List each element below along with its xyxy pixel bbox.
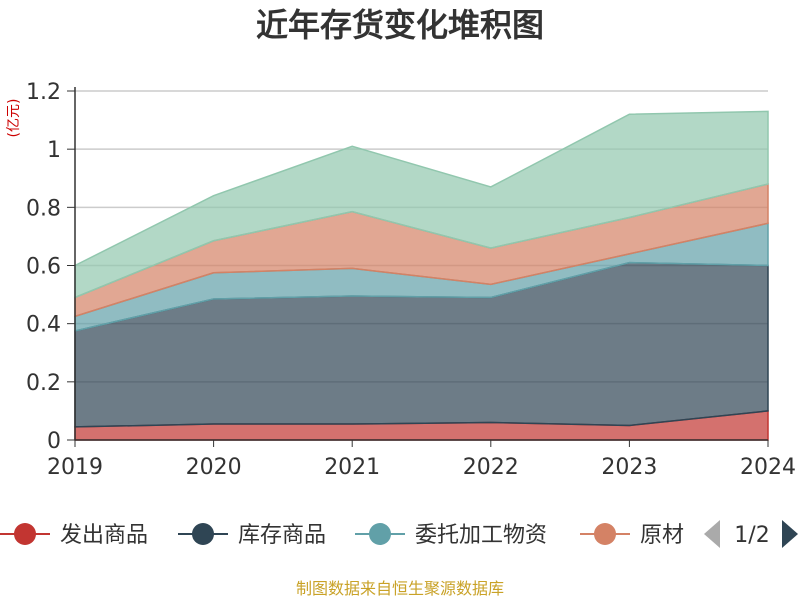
series-area xyxy=(74,110,769,299)
legend-label: 委托加工物资 xyxy=(415,523,547,548)
y-tick-label: 0.6 xyxy=(26,255,61,280)
legend-label: 库存商品 xyxy=(238,523,326,548)
y-tick-label: 0 xyxy=(47,429,61,454)
x-tick-label: 2019 xyxy=(47,455,103,480)
legend-item[interactable]: 发出商品 xyxy=(0,523,148,548)
y-tick-label: 1.2 xyxy=(26,80,61,105)
legend-next-icon[interactable] xyxy=(782,520,798,548)
legend-page-label: 1/2 xyxy=(734,523,769,548)
x-tick-label: 2022 xyxy=(463,455,519,480)
legend-marker xyxy=(14,523,36,545)
x-tick-label: 2020 xyxy=(186,455,242,480)
data-source: 制图数据来自恒生聚源数据库 xyxy=(296,579,504,598)
legend-marker xyxy=(192,523,214,545)
legend: 发出商品 库存商品 委托加工物资 原材 xyxy=(0,523,684,548)
legend-prev-icon[interactable] xyxy=(704,520,720,548)
legend-item[interactable]: 委托加工物资 xyxy=(355,523,547,548)
x-tick-label: 2023 xyxy=(601,455,657,480)
y-tick-label: 1 xyxy=(47,138,61,163)
y-tick-label: 0.4 xyxy=(26,313,61,338)
legend-items: 发出商品 库存商品 委托加工物资 原材 xyxy=(0,523,684,548)
legend-pager: 1/2 xyxy=(704,520,798,548)
y-tick-label: 0.2 xyxy=(26,371,61,396)
legend-item[interactable]: 库存商品 xyxy=(178,523,326,548)
legend-label: 原材 xyxy=(640,523,684,548)
y-tick-label: 0.8 xyxy=(26,196,61,221)
legend-marker xyxy=(369,523,391,545)
x-tick-label: 2021 xyxy=(324,455,380,480)
legend-marker xyxy=(594,523,616,545)
y-axis-unit: (亿元) xyxy=(6,99,22,138)
chart-title: 近年存货变化堆积图 xyxy=(256,6,544,44)
plot-areas xyxy=(74,110,769,441)
x-tick-label: 2024 xyxy=(740,455,796,480)
legend-label: 发出商品 xyxy=(60,523,148,548)
axes: 0 0.2 0.4 0.6 0.8 1 1.2 2019 2020 2021 2022 2023 202… xyxy=(26,80,796,480)
legend-item[interactable]: 原材 xyxy=(580,523,684,548)
